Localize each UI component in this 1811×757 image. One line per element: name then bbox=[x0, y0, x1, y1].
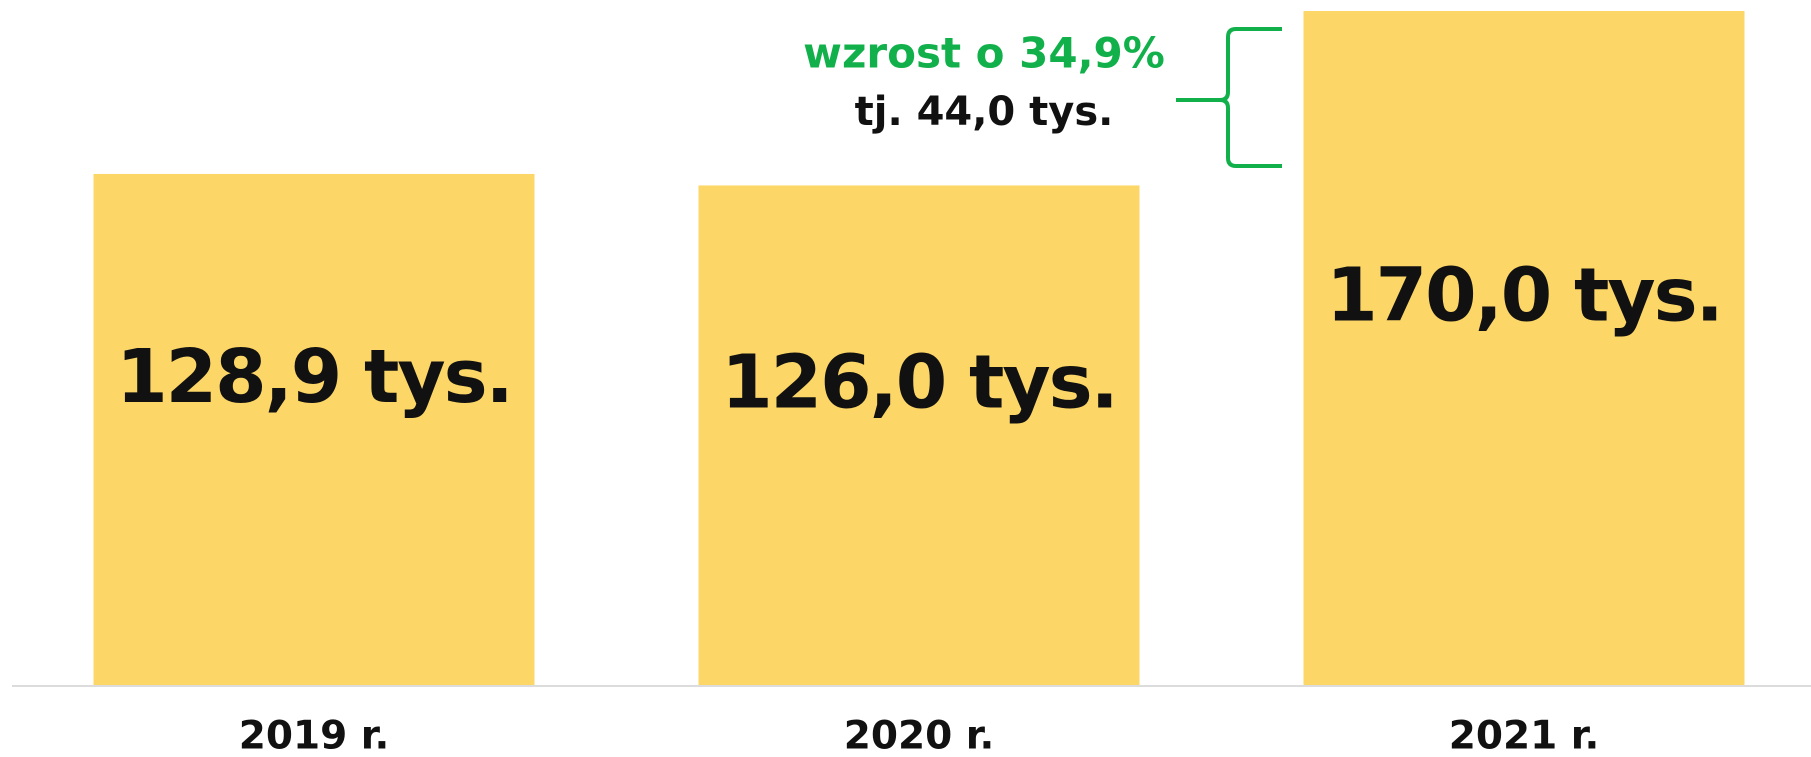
annotation: tj. 44,0 tys. bbox=[855, 89, 1114, 135]
brace bbox=[1176, 27, 1282, 168]
value-label: 126,0 tys. bbox=[721, 340, 1117, 426]
x-tick-label: 2020 r. bbox=[844, 714, 995, 757]
bar bbox=[698, 185, 1140, 685]
x-tick-label: 2019 r. bbox=[239, 714, 390, 757]
value-label: 170,0 tys. bbox=[1326, 253, 1722, 339]
bar bbox=[1303, 11, 1745, 685]
value-label: 128,9 tys. bbox=[116, 334, 512, 420]
annotation: wzrost o 34,9% bbox=[803, 29, 1165, 78]
bar bbox=[93, 173, 535, 686]
x-tick-label: 2021 r. bbox=[1449, 714, 1600, 757]
